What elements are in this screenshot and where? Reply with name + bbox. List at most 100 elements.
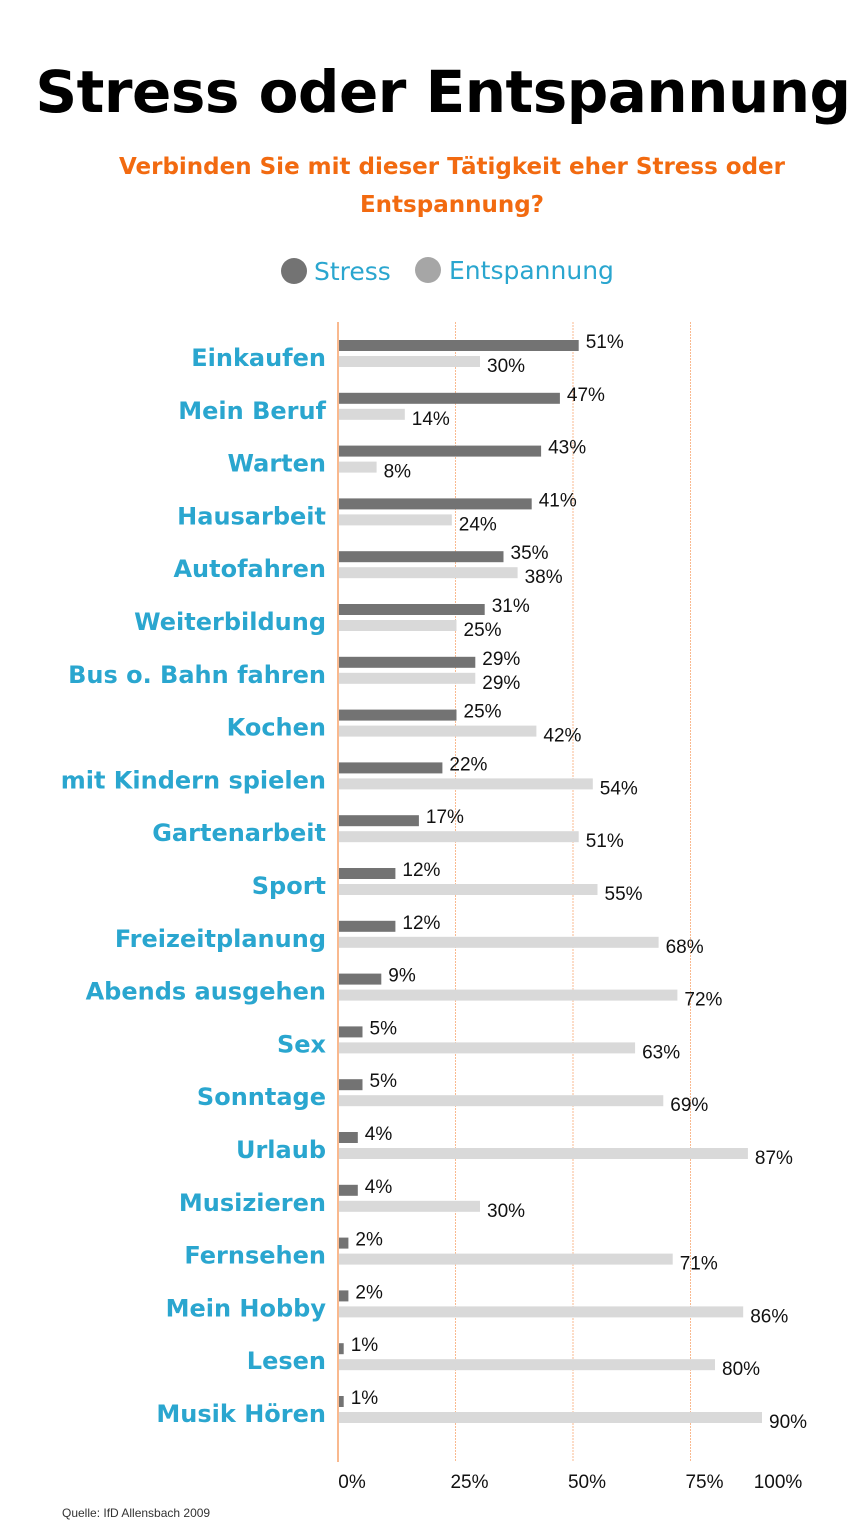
x-tick-label: 0% bbox=[338, 1472, 366, 1493]
bar-stress bbox=[339, 1343, 344, 1355]
value-label-stress: 4% bbox=[365, 1177, 393, 1198]
value-label-stress: 2% bbox=[355, 1282, 383, 1303]
category-label: Einkaufen bbox=[191, 344, 326, 372]
value-label-stress: 12% bbox=[402, 913, 440, 934]
value-label-stress: 2% bbox=[355, 1230, 383, 1251]
category-label: Fernsehen bbox=[184, 1242, 326, 1270]
bar-stress bbox=[339, 498, 532, 510]
bar-stress bbox=[339, 1132, 358, 1143]
category-label: Lesen bbox=[247, 1347, 326, 1375]
bar-stress bbox=[339, 920, 396, 932]
value-label-entspannung: 90% bbox=[769, 1412, 807, 1433]
bar-entspannung bbox=[339, 1095, 664, 1107]
bar-entspannung bbox=[339, 1200, 480, 1212]
value-label-stress: 47% bbox=[567, 385, 605, 406]
bar-stress bbox=[339, 709, 457, 721]
bar-entspannung bbox=[339, 831, 579, 843]
value-label-entspannung: 14% bbox=[412, 409, 450, 430]
bar-entspannung bbox=[339, 356, 480, 367]
value-label-entspannung: 29% bbox=[482, 673, 520, 694]
bar-stress bbox=[339, 551, 504, 563]
category-label: Urlaub bbox=[236, 1136, 326, 1164]
value-label-stress: 1% bbox=[351, 1335, 379, 1356]
value-label-stress: 22% bbox=[449, 754, 487, 775]
bar-entspannung bbox=[339, 1042, 636, 1054]
bar-entspannung bbox=[339, 778, 593, 790]
value-label-entspannung: 71% bbox=[680, 1254, 718, 1275]
x-tick-label: 50% bbox=[568, 1472, 606, 1493]
bar-stress bbox=[339, 973, 382, 985]
bar-stress bbox=[339, 445, 542, 457]
category-label: Bus o. Bahn fahren bbox=[68, 661, 326, 689]
category-label: Abends ausgehen bbox=[86, 978, 326, 1006]
value-label-entspannung: 72% bbox=[684, 990, 722, 1011]
value-label-stress: 29% bbox=[482, 649, 520, 670]
bar-entspannung bbox=[339, 725, 537, 737]
bar-stress bbox=[339, 340, 579, 351]
x-tick-label: 75% bbox=[685, 1472, 723, 1493]
value-label-stress: 31% bbox=[492, 596, 530, 617]
bar-stress bbox=[339, 1396, 344, 1407]
bar-entspannung bbox=[339, 567, 518, 579]
value-label-entspannung: 30% bbox=[487, 356, 525, 377]
category-label: Musik Hören bbox=[156, 1400, 326, 1428]
category-label: Sonntage bbox=[197, 1083, 326, 1111]
bar-entspannung bbox=[339, 620, 457, 631]
bar-entspannung bbox=[339, 1148, 748, 1159]
bar-entspannung bbox=[339, 461, 377, 473]
category-label: Gartenarbeit bbox=[152, 819, 326, 847]
bar-stress bbox=[339, 604, 485, 615]
category-label: mit Kindern spielen bbox=[61, 766, 326, 794]
bar-entspannung bbox=[339, 672, 476, 684]
category-label: Sport bbox=[252, 872, 326, 900]
bar-stress bbox=[339, 392, 560, 404]
bar-entspannung bbox=[339, 408, 405, 420]
bar-entspannung bbox=[339, 1359, 715, 1371]
value-label-stress: 35% bbox=[511, 543, 549, 564]
category-label: Musizieren bbox=[179, 1189, 326, 1217]
value-label-entspannung: 54% bbox=[600, 778, 638, 799]
category-label: Hausarbeit bbox=[177, 502, 326, 530]
category-label: Weiterbildung bbox=[134, 608, 326, 636]
bar-stress bbox=[339, 656, 476, 668]
value-label-entspannung: 30% bbox=[487, 1201, 525, 1222]
value-label-entspannung: 87% bbox=[755, 1148, 793, 1169]
x-tick-label: 25% bbox=[450, 1472, 488, 1493]
value-label-stress: 9% bbox=[388, 966, 416, 987]
value-label-stress: 43% bbox=[548, 438, 586, 459]
legend-marker-stress bbox=[281, 258, 307, 284]
bar-stress bbox=[339, 868, 396, 879]
category-label: Autofahren bbox=[173, 555, 326, 583]
category-label: Freizeitplanung bbox=[115, 925, 326, 953]
legend-marker-entspannung bbox=[415, 257, 441, 283]
bar-entspannung bbox=[339, 884, 598, 895]
value-label-entspannung: 51% bbox=[586, 831, 624, 852]
bar-stress bbox=[339, 1026, 363, 1038]
bar-stress bbox=[339, 815, 419, 827]
value-label-stress: 25% bbox=[464, 702, 502, 723]
value-label-entspannung: 42% bbox=[543, 726, 581, 747]
bar-entspannung bbox=[339, 1253, 673, 1265]
value-label-entspannung: 80% bbox=[722, 1359, 760, 1380]
bar-entspannung bbox=[339, 514, 452, 526]
value-label-stress: 5% bbox=[370, 1018, 398, 1039]
bar-stress bbox=[339, 1079, 363, 1091]
category-label: Sex bbox=[277, 1030, 327, 1058]
value-label-stress: 17% bbox=[426, 807, 464, 828]
bar-stress bbox=[339, 1184, 358, 1196]
value-label-stress: 12% bbox=[402, 860, 440, 881]
value-label-entspannung: 63% bbox=[642, 1042, 680, 1063]
legend-label-entspannung: Entspannung bbox=[449, 256, 614, 285]
bar-entspannung bbox=[339, 1306, 744, 1318]
bar-entspannung bbox=[339, 936, 659, 948]
category-label: Kochen bbox=[227, 714, 326, 742]
value-label-stress: 51% bbox=[586, 332, 624, 353]
value-label-entspannung: 55% bbox=[605, 884, 643, 905]
bar-stress bbox=[339, 762, 443, 774]
category-label: Warten bbox=[228, 450, 326, 478]
legend-label-stress: Stress bbox=[314, 257, 391, 286]
value-label-stress: 1% bbox=[351, 1388, 379, 1409]
value-label-entspannung: 8% bbox=[384, 462, 412, 483]
